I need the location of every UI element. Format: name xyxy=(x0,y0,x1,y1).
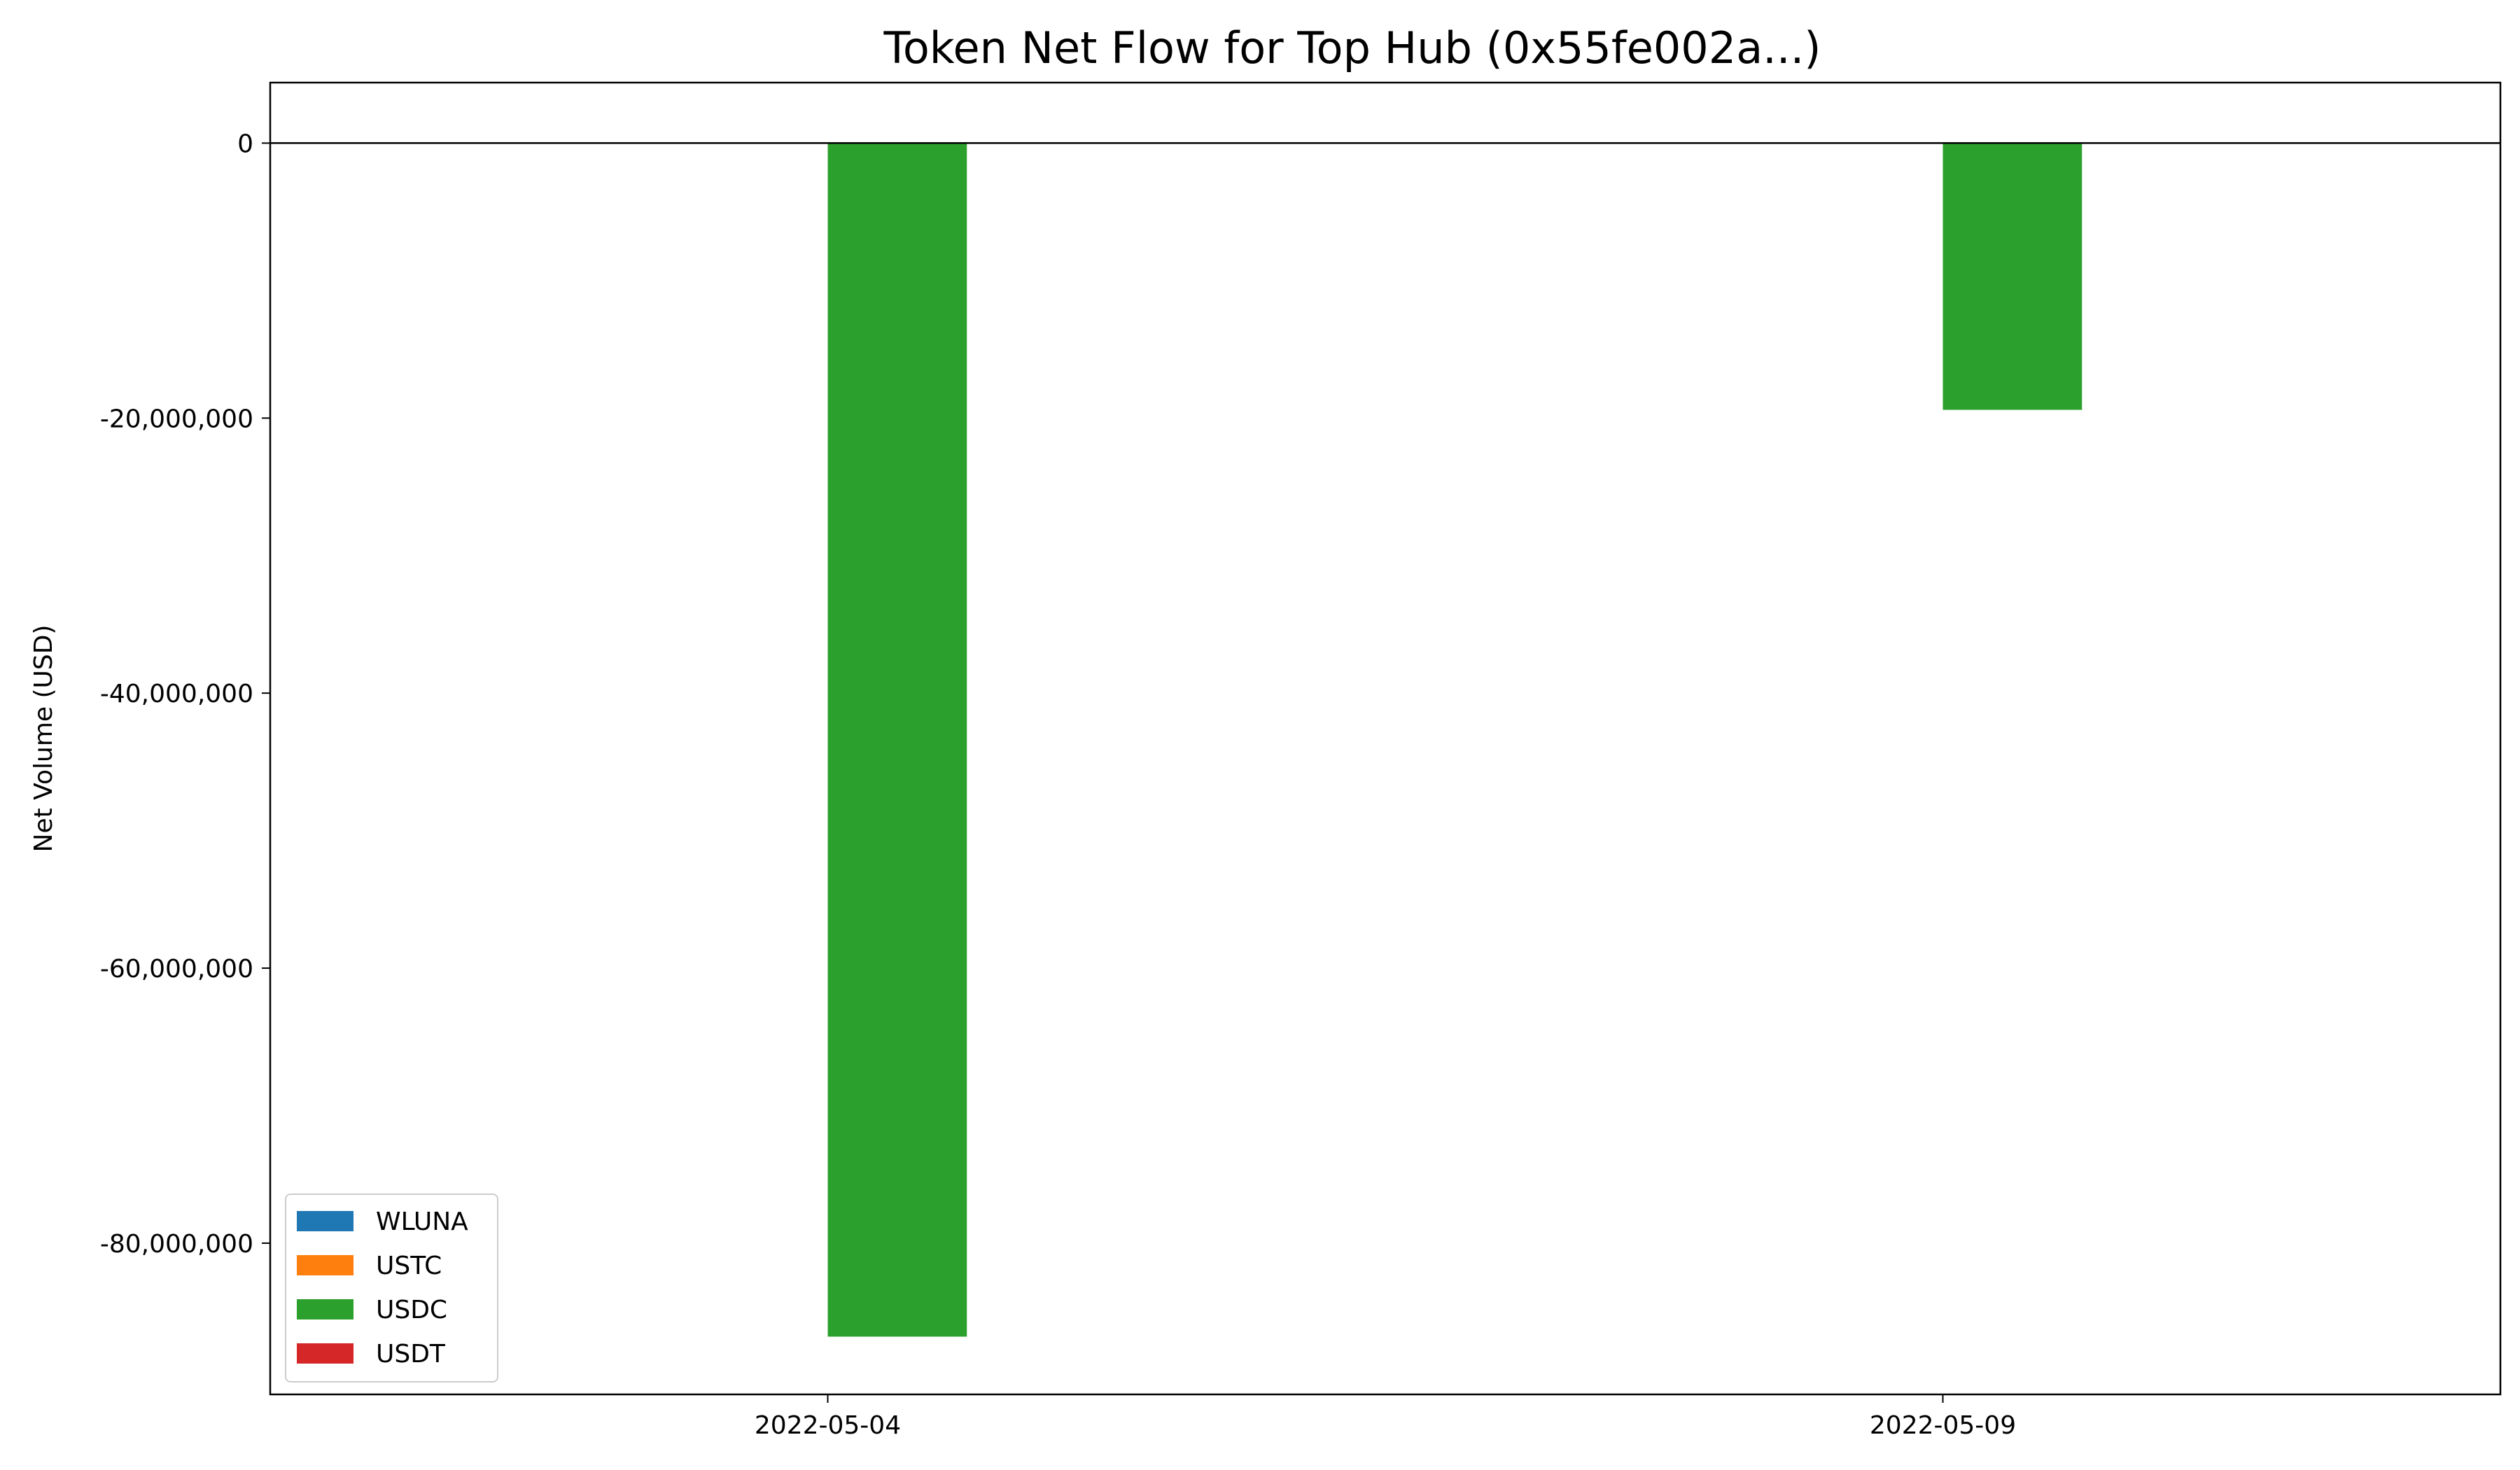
legend-label-usdc: USDC xyxy=(376,1296,447,1324)
y-tick-label: 0 xyxy=(237,130,253,158)
bar-usdc-2022-05-09 xyxy=(1942,143,2082,410)
y-tick-label: -20,000,000 xyxy=(100,405,253,433)
legend-frame xyxy=(285,1194,498,1382)
y-tick-label: -40,000,000 xyxy=(100,680,253,708)
legend: WLUNA USTC USDC USDT xyxy=(285,1194,498,1382)
y-axis: 0 -20,000,000 -40,000,000 -60,000,000 -80,00… xyxy=(100,130,270,1259)
legend-swatch-usdt xyxy=(297,1343,354,1364)
x-tick-label: 2022-05-09 xyxy=(1870,1411,2016,1440)
legend-swatch-wluna xyxy=(297,1211,354,1231)
axes-frame xyxy=(269,81,2502,1396)
plot-area xyxy=(269,81,2502,1396)
x-axis: 2022-05-04 2022-05-09 xyxy=(755,1394,2016,1440)
legend-label-wluna: WLUNA xyxy=(376,1208,468,1236)
legend-label-ustc: USTC xyxy=(376,1252,442,1280)
legend-swatch-ustc xyxy=(297,1255,354,1275)
legend-swatch-usdc xyxy=(297,1299,354,1320)
legend-label-usdt: USDT xyxy=(376,1340,446,1368)
y-axis-label: Net Volume (USD) xyxy=(29,625,58,853)
chart-title: Token Net Flow for Top Hub (0x55fe002a..… xyxy=(883,22,1821,74)
y-tick-label: -60,000,000 xyxy=(100,955,253,983)
y-tick-label: -80,000,000 xyxy=(100,1230,253,1259)
bar-usdc-2022-05-04 xyxy=(827,143,967,1337)
x-tick-label: 2022-05-04 xyxy=(755,1411,901,1440)
